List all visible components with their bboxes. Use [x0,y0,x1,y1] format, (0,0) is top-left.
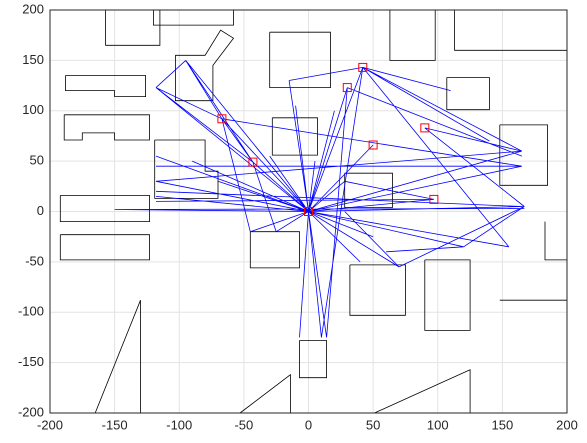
x-tick-label: 50 [366,417,380,432]
x-tick-label: -150 [102,417,128,432]
x-tick-label: 0 [305,417,312,432]
x-tick-label: 150 [492,417,514,432]
marker [342,83,352,93]
axes-box [49,9,568,414]
x-tick-label: -100 [166,417,192,432]
line-path [59,10,567,414]
y-tick-label: -50 [25,253,44,268]
y-tick-label: 0 [37,203,44,218]
marker [429,194,439,204]
x-tick-label: 200 [556,417,578,432]
marker [368,140,378,150]
marker [420,123,430,133]
marker [304,207,313,216]
y-tick-label: 150 [22,52,44,67]
x-tick-label: -200 [37,417,63,432]
y-tick-label: 50 [30,153,44,168]
x-tick-label: 100 [427,417,449,432]
line-path [114,60,525,338]
y-tick-label: -150 [18,354,44,369]
y-tick-label: 200 [22,1,44,16]
marker [358,62,368,72]
y-tick-label: -200 [18,404,44,419]
marker [217,114,227,124]
marker [248,157,258,167]
x-tick-label: -50 [234,417,253,432]
y-tick-label: -100 [18,304,44,319]
y-tick-label: 100 [22,102,44,117]
